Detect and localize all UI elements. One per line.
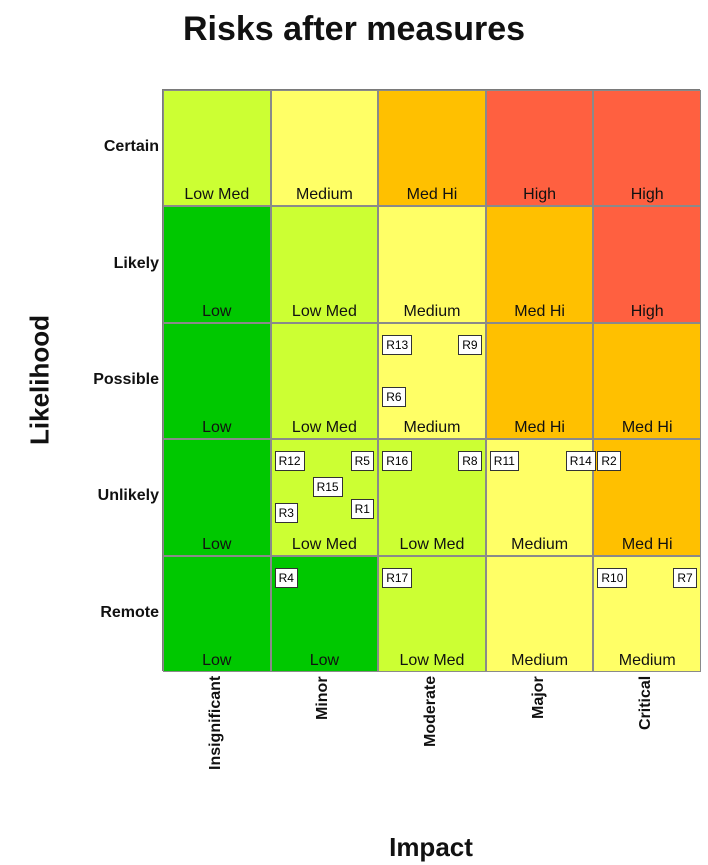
x-tick-label: Minor (314, 676, 332, 720)
cell-level-label: Medium (403, 419, 461, 437)
matrix-cell: Low Med (270, 322, 379, 440)
cell-level-label: Medium (511, 651, 569, 669)
y-tick-label: Certain (103, 138, 159, 156)
x-tick-label: Moderate (422, 675, 439, 747)
matrix-cell: Med Hi (485, 322, 594, 440)
matrix-cell: Medium (378, 206, 486, 323)
risk-marker[interactable]: R13 (382, 334, 413, 355)
cell-level-label: High (630, 186, 664, 204)
x-axis-label: Impact (389, 832, 473, 862)
cell-level-label: Low Med (291, 535, 357, 553)
risk-marker[interactable]: R4 (274, 567, 298, 588)
cell-level-label: Medium (511, 535, 569, 553)
risk-matrix-grid: Low Med Medium Med Hi High High Low Low Med Med… (162, 89, 701, 672)
x-tick-label: Insignificant (206, 675, 224, 770)
cell-level-label: Low (202, 419, 232, 437)
risk-marker[interactable]: R2 (597, 451, 621, 472)
risk-marker[interactable]: R6 (382, 386, 406, 407)
cell-level-label: Medium (403, 302, 461, 320)
matrix-cell: High (593, 206, 701, 323)
matrix-cell: Low Med (163, 90, 271, 207)
y-tick-label: Unlikely (97, 487, 159, 505)
matrix-cell: Low Med (378, 555, 486, 672)
risk-marker[interactable]: R17 (382, 567, 413, 588)
risk-marker[interactable]: R15 (312, 477, 343, 498)
risk-marker[interactable]: R9 (458, 334, 482, 355)
cell-level-label: Med Hi (514, 419, 565, 437)
cell-level-label: Low Med (184, 186, 250, 204)
matrix-cell: High (485, 90, 594, 207)
risk-marker[interactable]: R5 (350, 451, 374, 472)
cell-level-label: Med Hi (514, 302, 565, 320)
matrix-cell: Medium (485, 555, 594, 672)
matrix-cell: Med Hi (485, 206, 594, 323)
risk-marker[interactable]: R16 (382, 451, 413, 472)
y-tick-label: Remote (100, 603, 159, 621)
cell-level-label: High (630, 302, 664, 320)
chart-title: Risks after measures (182, 10, 526, 48)
cell-level-label: Low Med (291, 419, 357, 437)
matrix-cell: Low (163, 555, 271, 672)
risk-marker[interactable]: R10 (597, 567, 628, 588)
matrix-cell: Med Hi (378, 90, 486, 207)
cell-level-label: Med Hi (621, 535, 673, 553)
cell-level-label: Low Med (399, 651, 465, 669)
matrix-cell: Low Med (270, 206, 379, 323)
cell-level-label: Low (202, 302, 232, 320)
cell-level-label: Medium (295, 186, 353, 204)
x-tick-label: Critical (637, 675, 655, 730)
cell-level-label: Med Hi (621, 419, 673, 437)
y-tick-label: Possible (93, 371, 159, 388)
matrix-cell: Medium (270, 90, 379, 207)
risk-marker[interactable]: R7 (673, 567, 697, 588)
y-axis-label: Likelihood (24, 315, 55, 445)
cell-level-label: High (523, 186, 557, 204)
risk-marker[interactable]: R14 (565, 451, 596, 472)
cell-level-label: Med Hi (406, 186, 458, 204)
risk-marker[interactable]: R12 (274, 451, 305, 472)
risk-marker[interactable]: R1 (350, 499, 374, 520)
risk-marker[interactable]: R11 (489, 451, 519, 472)
matrix-cell: Med Hi (593, 322, 701, 440)
matrix-cell: High (593, 90, 701, 207)
x-tick-label: Major (529, 676, 547, 719)
cell-level-label: Low (202, 535, 232, 553)
risk-marker[interactable]: R8 (458, 451, 482, 472)
cell-level-label: Low Med (399, 535, 465, 553)
matrix-cell: Low (163, 322, 271, 440)
matrix-cell: Low (163, 439, 271, 556)
cell-level-label: Low (202, 651, 232, 669)
y-tick-label: Likely (113, 254, 159, 272)
cell-level-label: Medium (618, 651, 676, 669)
cell-level-label: Low (309, 651, 340, 669)
cell-level-label: Low Med (291, 302, 357, 320)
risk-marker[interactable]: R3 (274, 503, 298, 524)
matrix-cell: Low (163, 206, 271, 323)
